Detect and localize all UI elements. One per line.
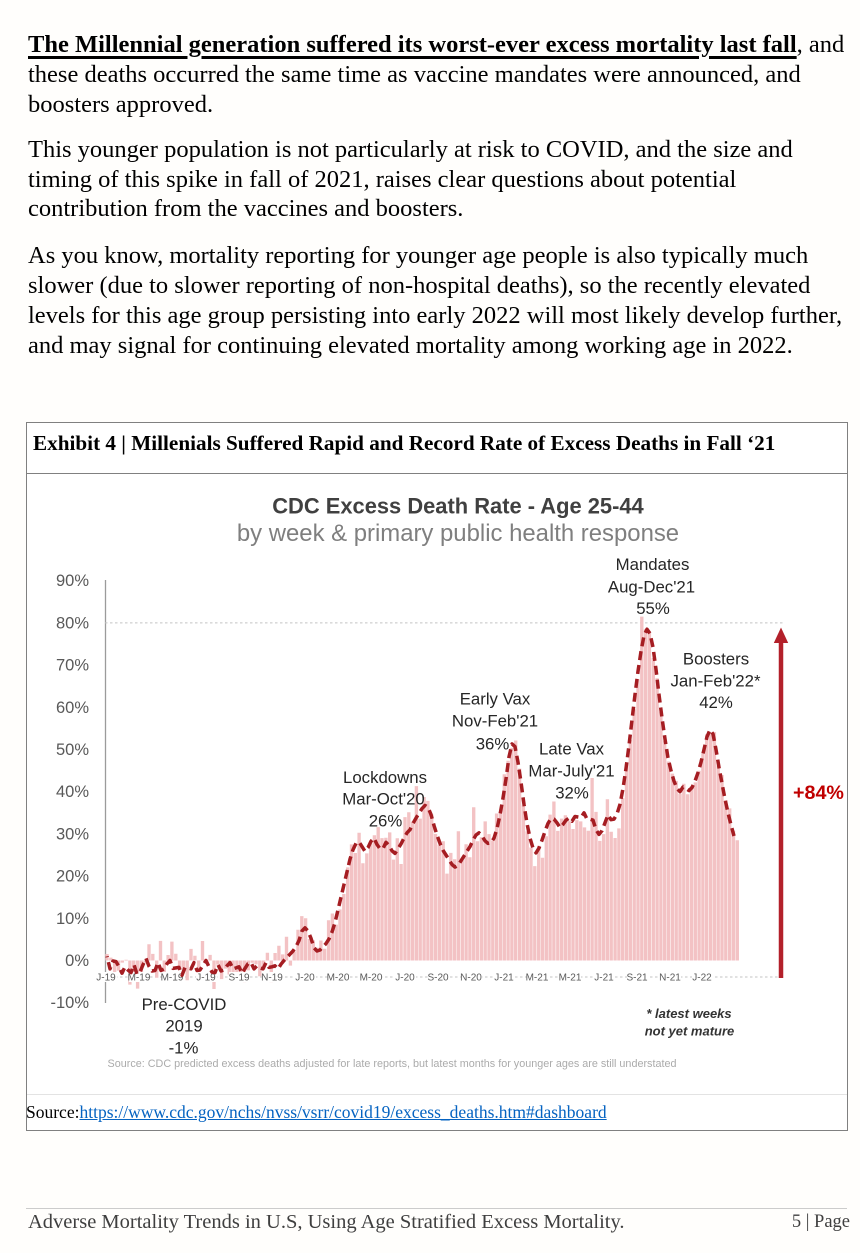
svg-text:Mar-Oct'20: Mar-Oct'20 — [342, 790, 424, 809]
svg-text:M-21: M-21 — [559, 973, 582, 984]
svg-text:Late Vax: Late Vax — [539, 740, 605, 759]
svg-text:70%: 70% — [56, 657, 89, 675]
svg-text:M-19: M-19 — [128, 973, 151, 984]
svg-text:S-20: S-20 — [427, 973, 449, 984]
svg-text:N-20: N-20 — [460, 973, 482, 984]
svg-text:J-19: J-19 — [96, 973, 116, 984]
svg-text:50%: 50% — [56, 741, 89, 759]
svg-text:Boosters: Boosters — [683, 650, 749, 669]
svg-text:-10%: -10% — [50, 994, 89, 1012]
svg-text:-1%: -1% — [169, 1039, 199, 1058]
svg-text:M-20: M-20 — [360, 973, 383, 984]
svg-text:Nov-Feb'21: Nov-Feb'21 — [452, 712, 538, 731]
svg-text:N-21: N-21 — [659, 973, 681, 984]
svg-text:Jan-Feb'22*: Jan-Feb'22* — [671, 672, 761, 691]
svg-text:55%: 55% — [636, 599, 670, 618]
svg-text:Source: CDC predicted excess d: Source: CDC predicted excess deaths adju… — [108, 1058, 677, 1070]
svg-text:20%: 20% — [56, 868, 89, 886]
svg-text:Aug-Dec'21: Aug-Dec'21 — [608, 578, 695, 597]
svg-text:Mar-July'21: Mar-July'21 — [528, 762, 614, 781]
svg-text:Lockdowns: Lockdowns — [343, 768, 427, 787]
svg-text:Early Vax: Early Vax — [460, 690, 531, 709]
svg-text:S-21: S-21 — [626, 973, 648, 984]
svg-text:80%: 80% — [56, 614, 89, 632]
svg-text:40%: 40% — [56, 783, 89, 801]
svg-text:M-20: M-20 — [327, 973, 350, 984]
svg-text:Pre-COVID: Pre-COVID — [142, 995, 227, 1014]
svg-text:10%: 10% — [56, 910, 89, 928]
svg-text:26%: 26% — [369, 812, 403, 831]
svg-text:60%: 60% — [56, 699, 89, 717]
svg-text:* latest weeks: * latest weeks — [646, 1006, 731, 1021]
svg-text:by week & primary public healt: by week & primary public health response — [237, 520, 679, 547]
svg-text:not yet mature: not yet mature — [645, 1024, 735, 1039]
svg-text:90%: 90% — [56, 572, 89, 590]
svg-text:N-19: N-19 — [261, 973, 283, 984]
svg-text:M-21: M-21 — [526, 973, 549, 984]
svg-text:+84%: +84% — [793, 782, 844, 804]
svg-text:J-19: J-19 — [196, 973, 216, 984]
svg-text:J-20: J-20 — [295, 973, 315, 984]
svg-text:CDC Excess Death Rate - Age 25: CDC Excess Death Rate - Age 25-44 — [272, 494, 644, 519]
svg-text:42%: 42% — [699, 693, 733, 712]
svg-text:32%: 32% — [555, 784, 589, 803]
svg-text:2019: 2019 — [165, 1017, 202, 1036]
svg-text:S-19: S-19 — [228, 973, 250, 984]
svg-text:J-22: J-22 — [692, 973, 712, 984]
svg-text:30%: 30% — [56, 825, 89, 843]
svg-text:J-21: J-21 — [494, 973, 514, 984]
svg-text:Mandates: Mandates — [616, 555, 690, 574]
svg-text:J-20: J-20 — [395, 973, 415, 984]
svg-text:J-21: J-21 — [594, 973, 614, 984]
svg-text:0%: 0% — [65, 952, 89, 970]
svg-text:36%: 36% — [476, 735, 510, 754]
svg-text:M-19: M-19 — [161, 973, 184, 984]
